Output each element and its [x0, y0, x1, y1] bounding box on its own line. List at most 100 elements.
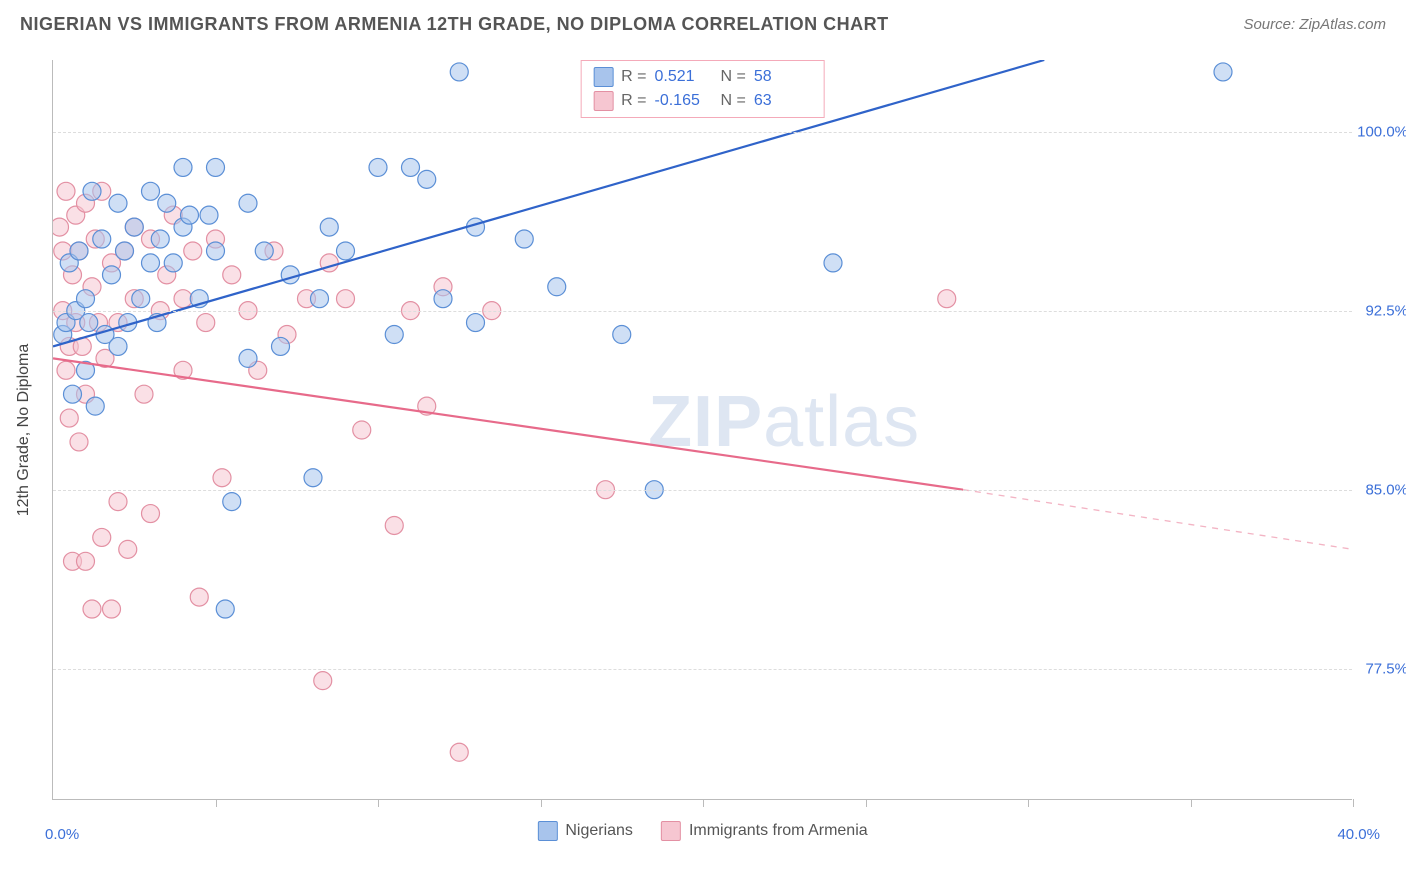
- x-tick: [866, 799, 867, 807]
- scatter-point: [197, 314, 215, 332]
- scatter-point: [239, 349, 257, 367]
- scatter-point: [119, 540, 137, 558]
- legend-label-nigerians: Nigerians: [565, 822, 633, 840]
- y-tick-label: 92.5%: [1365, 302, 1406, 319]
- scatter-point: [164, 254, 182, 272]
- swatch-blue-icon: [537, 821, 557, 841]
- x-tick: [1028, 799, 1029, 807]
- scatter-point: [142, 505, 160, 523]
- scatter-point: [418, 170, 436, 188]
- n-label: N =: [721, 89, 746, 113]
- scatter-point: [548, 278, 566, 296]
- scatter-point: [93, 528, 111, 546]
- scatter-point: [109, 493, 127, 511]
- scatter-point: [337, 242, 355, 260]
- legend: Nigerians Immigrants from Armenia: [537, 821, 867, 841]
- scatter-point: [158, 194, 176, 212]
- scatter-point: [304, 469, 322, 487]
- swatch-pink-icon: [593, 91, 613, 111]
- scatter-point: [109, 194, 127, 212]
- source-label: Source: ZipAtlas.com: [1243, 16, 1386, 33]
- scatter-point: [200, 206, 218, 224]
- scatter-point: [109, 337, 127, 355]
- scatter-point: [320, 218, 338, 236]
- stats-row-nigerians: R = 0.521 N = 58: [593, 65, 812, 89]
- scatter-point: [190, 588, 208, 606]
- scatter-point: [53, 218, 69, 236]
- scatter-point: [337, 290, 355, 308]
- scatter-point: [613, 326, 631, 344]
- scatter-point: [151, 230, 169, 248]
- scatter-point: [434, 290, 452, 308]
- scatter-point: [255, 242, 273, 260]
- swatch-pink-icon: [661, 821, 681, 841]
- scatter-point: [311, 290, 329, 308]
- scatter-point: [174, 290, 192, 308]
- scatter-point: [70, 242, 88, 260]
- scatter-point: [103, 600, 121, 618]
- chart-svg: [53, 60, 1353, 800]
- gridline: [53, 669, 1352, 670]
- scatter-point: [216, 600, 234, 618]
- scatter-point: [207, 158, 225, 176]
- scatter-point: [83, 182, 101, 200]
- legend-label-armenia: Immigrants from Armenia: [689, 822, 868, 840]
- scatter-point: [125, 218, 143, 236]
- scatter-point: [515, 230, 533, 248]
- trend-line: [53, 60, 1044, 346]
- scatter-point: [83, 600, 101, 618]
- y-tick-label: 85.0%: [1365, 481, 1406, 498]
- gridline: [53, 132, 1352, 133]
- x-tick: [541, 799, 542, 807]
- swatch-blue-icon: [593, 67, 613, 87]
- scatter-point: [181, 206, 199, 224]
- scatter-point: [369, 158, 387, 176]
- r-label: R =: [621, 65, 646, 89]
- scatter-point: [223, 266, 241, 284]
- scatter-point: [142, 254, 160, 272]
- scatter-point: [223, 493, 241, 511]
- scatter-point: [93, 230, 111, 248]
- x-axis-max-label: 40.0%: [1337, 826, 1380, 843]
- scatter-point: [239, 194, 257, 212]
- r-value-armenia: -0.165: [655, 89, 713, 113]
- scatter-point: [938, 290, 956, 308]
- scatter-point: [77, 552, 95, 570]
- plot-area: ZIPatlas R = 0.521 N = 58 R = -0.165 N =…: [52, 60, 1352, 800]
- scatter-point: [314, 672, 332, 690]
- scatter-point: [207, 242, 225, 260]
- scatter-point: [450, 63, 468, 81]
- n-value-nigerians: 58: [754, 65, 812, 89]
- scatter-point: [60, 409, 78, 427]
- x-tick: [1353, 799, 1354, 807]
- scatter-point: [402, 158, 420, 176]
- scatter-point: [142, 182, 160, 200]
- scatter-point: [385, 326, 403, 344]
- scatter-point: [824, 254, 842, 272]
- scatter-point: [281, 266, 299, 284]
- n-value-armenia: 63: [754, 89, 812, 113]
- scatter-point: [132, 290, 150, 308]
- y-axis-title: 12th Grade, No Diploma: [15, 344, 33, 517]
- trend-line-dashed: [963, 490, 1353, 550]
- x-tick: [1191, 799, 1192, 807]
- gridline: [53, 490, 1352, 491]
- scatter-point: [77, 290, 95, 308]
- chart-title: NIGERIAN VS IMMIGRANTS FROM ARMENIA 12TH…: [20, 14, 889, 35]
- stats-box: R = 0.521 N = 58 R = -0.165 N = 63: [580, 60, 825, 118]
- scatter-point: [272, 337, 290, 355]
- x-tick: [216, 799, 217, 807]
- n-label: N =: [721, 65, 746, 89]
- scatter-point: [174, 158, 192, 176]
- stats-row-armenia: R = -0.165 N = 63: [593, 89, 812, 113]
- scatter-point: [184, 242, 202, 260]
- scatter-point: [450, 743, 468, 761]
- x-tick: [703, 799, 704, 807]
- scatter-point: [467, 314, 485, 332]
- scatter-point: [135, 385, 153, 403]
- y-tick-label: 100.0%: [1357, 123, 1406, 140]
- scatter-point: [103, 266, 121, 284]
- y-tick-label: 77.5%: [1365, 660, 1406, 677]
- legend-item-armenia: Immigrants from Armenia: [661, 821, 868, 841]
- scatter-point: [57, 361, 75, 379]
